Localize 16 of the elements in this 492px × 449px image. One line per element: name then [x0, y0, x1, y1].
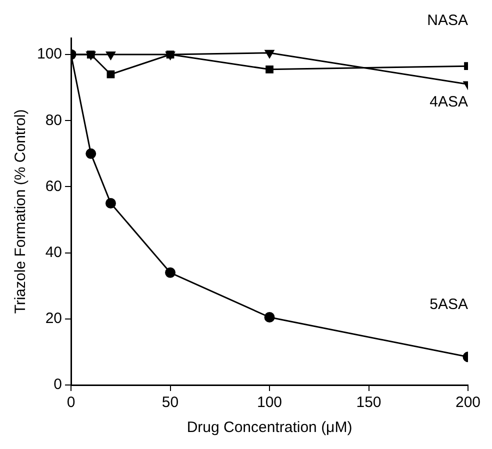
- y-tick-label: 60: [45, 178, 62, 195]
- text: 5ASA: [430, 296, 468, 314]
- y-tick-label: 0: [54, 376, 62, 394]
- x-tick-label: 100: [257, 394, 282, 412]
- y-axis-title: Triazole Formation (% Control): [12, 109, 30, 314]
- y-tick-label: 40: [45, 244, 62, 261]
- y-tick-label: 20: [45, 310, 62, 328]
- x-tick-label: 50: [162, 394, 179, 412]
- x-tick-label: 200: [455, 394, 481, 412]
- x-tick-label: 0: [66, 394, 76, 412]
- y-tick-label: 100: [36, 46, 62, 63]
- y-tick-label: 80: [45, 112, 62, 129]
- text: NASA: [427, 12, 468, 30]
- x-tick-label: 150: [356, 394, 382, 412]
- series-label: 4ASA: [430, 93, 468, 110]
- x-axis-title: Drug Concentration (μM): [186, 419, 352, 436]
